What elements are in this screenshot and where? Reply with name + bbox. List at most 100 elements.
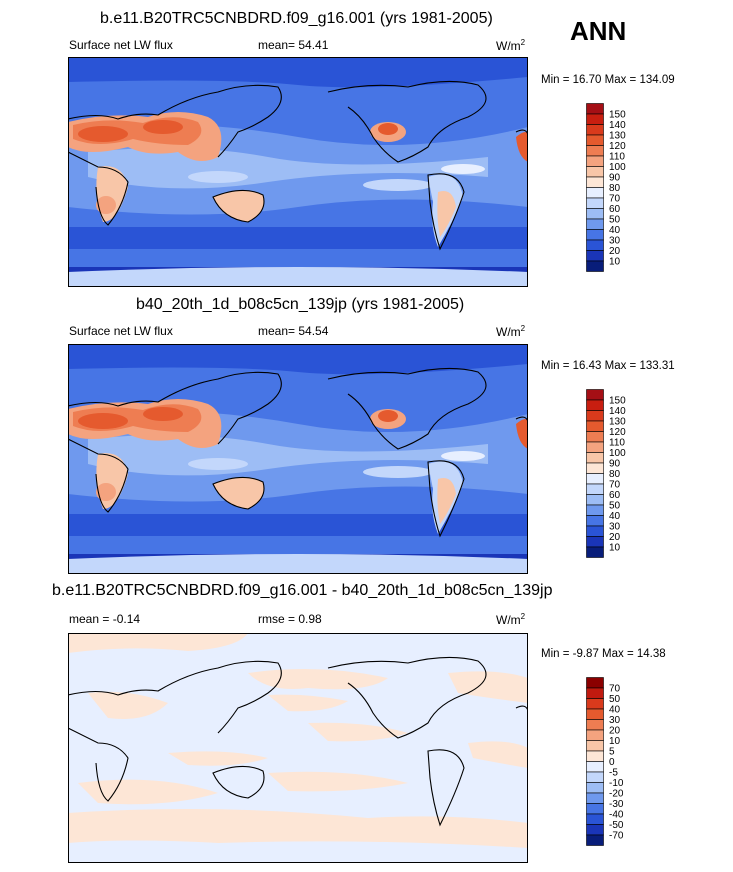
panel3-colorbar: 70 50 40 30 20 10 5 0 -5 -10 -20 -30 -40 -50 -70 xyxy=(586,677,646,862)
colorbar-box xyxy=(586,771,604,783)
colorbar-box xyxy=(586,250,604,262)
colorbar-label: 40 xyxy=(609,225,621,236)
colorbar-box xyxy=(586,197,604,209)
colorbar-box xyxy=(586,389,604,401)
colorbar-label: 20 xyxy=(609,726,621,737)
panel3-minmax: Min = -9.87 Max = 14.38 xyxy=(541,648,666,660)
colorbar-box xyxy=(586,515,604,527)
colorbar-box xyxy=(586,176,604,188)
colorbar-label: 140 xyxy=(609,406,626,417)
panel1-colorbar: 150 140 130 120 110 100 90 80 70 60 50 40 30 20 10 xyxy=(586,103,646,288)
colorbar-box xyxy=(586,218,604,230)
panel1-variable-label: Surface net LW flux xyxy=(69,38,173,52)
colorbar-box xyxy=(586,740,604,752)
colorbar-label: 5 xyxy=(609,747,615,758)
panel2-colorbar: 150 140 130 120 110 100 90 80 70 60 50 40 30 20 10 xyxy=(586,389,646,574)
season-label: ANN xyxy=(570,16,627,46)
colorbar-box xyxy=(586,410,604,422)
colorbar-box xyxy=(586,452,604,464)
panel2-mean-label: mean= 54.54 xyxy=(258,324,329,338)
panel1-map xyxy=(68,57,528,287)
colorbar-label: 110 xyxy=(609,438,625,449)
colorbar-box xyxy=(586,792,604,804)
colorbar-box xyxy=(586,208,604,220)
colorbar-label: 20 xyxy=(609,532,621,543)
colorbar-box xyxy=(586,483,604,495)
colorbar-box xyxy=(586,525,604,537)
colorbar-label: 60 xyxy=(609,490,621,501)
colorbar-box xyxy=(586,113,604,125)
colorbar-label: 70 xyxy=(609,480,621,491)
colorbar-label: 140 xyxy=(609,120,626,131)
colorbar-box xyxy=(586,536,604,548)
colorbar-box xyxy=(586,134,604,146)
panel2-variable-label: Surface net LW flux xyxy=(69,324,173,338)
colorbar-label: 70 xyxy=(609,194,621,205)
colorbar-label: 40 xyxy=(609,511,621,522)
colorbar-box xyxy=(586,494,604,506)
panel1-title: b.e11.B20TRC5CNBDRD.f09_g16.001 (yrs 198… xyxy=(100,10,493,27)
colorbar-box xyxy=(586,813,604,825)
colorbar-label: 120 xyxy=(609,141,626,152)
panel1-minmax: Min = 16.70 Max = 134.09 xyxy=(541,74,675,86)
colorbar-label: 30 xyxy=(609,522,621,533)
colorbar-box xyxy=(586,504,604,516)
colorbar-label: -10 xyxy=(609,778,624,789)
panel3-title: b.e11.B20TRC5CNBDRD.f09_g16.001 - b40_20… xyxy=(52,582,553,599)
panel3-map xyxy=(68,633,528,863)
panel2-units: W/m2 xyxy=(496,324,526,339)
panel2-title: b40_20th_1d_b08c5cn_139jp (yrs 1981-2005… xyxy=(136,296,465,313)
panel2-minmax: Min = 16.43 Max = 133.31 xyxy=(541,360,675,372)
colorbar-label: 40 xyxy=(609,705,621,716)
colorbar-label: -40 xyxy=(609,810,624,821)
colorbar-box xyxy=(586,155,604,167)
colorbar-label: 120 xyxy=(609,427,626,438)
colorbar-label: 30 xyxy=(609,715,621,726)
colorbar-box xyxy=(586,124,604,136)
colorbar-label: 30 xyxy=(609,236,621,247)
colorbar-label: 10 xyxy=(609,543,621,554)
colorbar-label: 130 xyxy=(609,131,626,142)
colorbar-label: 60 xyxy=(609,204,621,215)
colorbar-label: -50 xyxy=(609,820,624,831)
colorbar-box xyxy=(586,103,604,115)
colorbar-box xyxy=(586,473,604,485)
colorbar-box xyxy=(586,834,604,846)
colorbar-box xyxy=(586,698,604,710)
colorbar-box xyxy=(586,399,604,411)
colorbar-box xyxy=(586,824,604,836)
colorbar-box xyxy=(586,803,604,815)
colorbar-box xyxy=(586,441,604,453)
panel3-mean-label: mean = -0.14 xyxy=(69,612,141,626)
colorbar-label: 20 xyxy=(609,246,621,257)
colorbar-box xyxy=(586,761,604,773)
colorbar-label: 10 xyxy=(609,257,621,268)
colorbar-label: 90 xyxy=(609,173,621,184)
colorbar-box xyxy=(586,239,604,251)
panel3-rmse-label: rmse = 0.98 xyxy=(258,612,322,626)
colorbar-box xyxy=(586,166,604,178)
colorbar-label: 50 xyxy=(609,694,621,705)
colorbar-label: -5 xyxy=(609,768,618,779)
panel3-units: W/m2 xyxy=(496,612,526,627)
colorbar-box xyxy=(586,719,604,731)
colorbar-box xyxy=(586,145,604,157)
colorbar-box xyxy=(586,420,604,432)
panel2-map xyxy=(68,344,528,574)
colorbar-box xyxy=(586,708,604,720)
colorbar-box xyxy=(586,431,604,443)
colorbar-box xyxy=(586,687,604,699)
colorbar-box xyxy=(586,229,604,241)
colorbar-box xyxy=(586,729,604,741)
colorbar-box xyxy=(586,750,604,762)
colorbar-label: 100 xyxy=(609,448,626,459)
colorbar-box xyxy=(586,260,604,272)
colorbar-box xyxy=(586,546,604,558)
colorbar-label: 150 xyxy=(609,396,626,407)
colorbar-box xyxy=(586,782,604,794)
panel1-units: W/m2 xyxy=(496,38,526,53)
colorbar-label: 0 xyxy=(609,757,615,768)
panel1-mean-label: mean= 54.41 xyxy=(258,38,329,52)
colorbar-label: 80 xyxy=(609,183,621,194)
colorbar-label: 130 xyxy=(609,417,626,428)
